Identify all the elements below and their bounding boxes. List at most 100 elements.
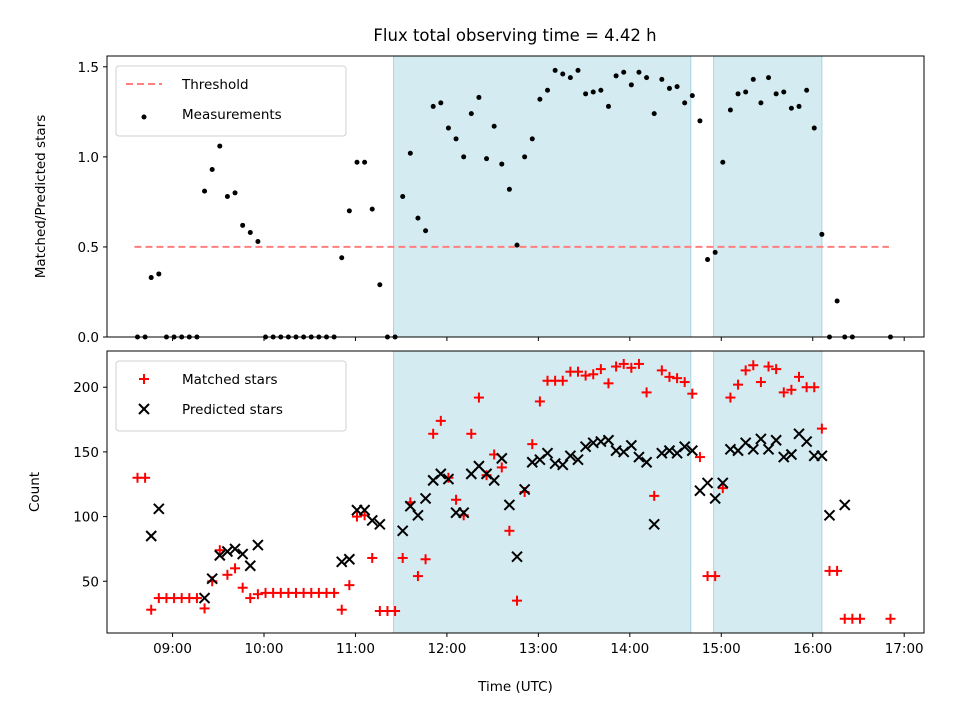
data-point-stroke bbox=[488, 474, 500, 487]
data-point bbox=[537, 96, 543, 102]
data-point bbox=[579, 441, 592, 453]
legend-label: Predicted stars bbox=[182, 402, 283, 418]
data-point bbox=[199, 603, 210, 614]
data-point bbox=[733, 379, 744, 390]
data-point-stroke bbox=[343, 553, 356, 565]
data-point bbox=[453, 136, 459, 142]
data-point bbox=[778, 451, 790, 463]
data-point bbox=[247, 230, 253, 236]
data-point bbox=[682, 100, 688, 106]
x-tick-label: 15:00 bbox=[702, 641, 741, 657]
data-point bbox=[351, 511, 362, 522]
data-point bbox=[766, 75, 772, 81]
data-point bbox=[527, 439, 538, 450]
data-point-stroke bbox=[564, 450, 577, 462]
data-point-stroke bbox=[717, 477, 729, 489]
data-point-stroke bbox=[625, 439, 638, 452]
data-point bbox=[633, 358, 644, 369]
data-point bbox=[770, 434, 782, 446]
data-point bbox=[705, 257, 711, 263]
data-point bbox=[678, 441, 691, 453]
data-point bbox=[656, 365, 667, 376]
x-tick-label: 13:00 bbox=[519, 641, 558, 657]
data-point-stroke bbox=[496, 452, 508, 465]
data-point bbox=[666, 85, 672, 91]
data-point bbox=[428, 428, 439, 439]
data-point bbox=[557, 375, 568, 386]
data-point-stroke bbox=[374, 518, 386, 531]
x-tick-label: 10:00 bbox=[245, 641, 284, 657]
data-point bbox=[740, 365, 751, 376]
data-point bbox=[697, 118, 703, 124]
legend-box bbox=[115, 360, 347, 432]
data-point-stroke bbox=[823, 509, 836, 521]
data-point bbox=[743, 89, 749, 95]
data-point bbox=[423, 228, 429, 234]
data-point-stroke bbox=[709, 492, 721, 505]
data-point bbox=[659, 76, 665, 82]
data-point bbox=[191, 593, 202, 604]
data-point bbox=[611, 361, 622, 372]
data-point-stroke bbox=[640, 456, 653, 468]
data-point bbox=[461, 154, 467, 160]
data-point-stroke bbox=[541, 447, 554, 459]
data-point-stroke bbox=[778, 451, 790, 463]
data-point bbox=[763, 361, 774, 372]
data-point-stroke bbox=[419, 492, 432, 505]
data-point bbox=[339, 255, 345, 261]
data-point bbox=[625, 439, 638, 452]
data-point-stroke bbox=[511, 550, 523, 563]
shaded-interval bbox=[393, 350, 692, 634]
data-point bbox=[252, 589, 263, 600]
data-point bbox=[412, 509, 424, 521]
data-point bbox=[214, 549, 226, 562]
data-point bbox=[613, 73, 619, 79]
data-point bbox=[514, 242, 520, 248]
data-point bbox=[518, 483, 531, 496]
data-point-stroke bbox=[396, 525, 409, 537]
data-point bbox=[512, 595, 523, 606]
data-point bbox=[362, 159, 368, 165]
data-point bbox=[420, 554, 431, 565]
axes-frame bbox=[106, 350, 925, 634]
data-point-stroke bbox=[198, 592, 211, 604]
data-point bbox=[720, 159, 726, 165]
y-axis-label: Matched/Predicted stars bbox=[33, 115, 49, 278]
series-predicted bbox=[145, 428, 851, 604]
data-point bbox=[329, 587, 340, 598]
data-point-stroke bbox=[252, 539, 264, 551]
data-point bbox=[651, 111, 657, 117]
data-point bbox=[484, 156, 490, 162]
data-point bbox=[674, 84, 680, 90]
data-point bbox=[575, 67, 581, 73]
data-point bbox=[336, 556, 348, 568]
data-point bbox=[397, 552, 408, 563]
data-point bbox=[816, 450, 828, 462]
data-point bbox=[567, 75, 573, 81]
data-point bbox=[466, 428, 477, 439]
y-tick-label: 1.5 bbox=[78, 60, 99, 76]
y-tick-label: 100 bbox=[73, 510, 99, 526]
data-point bbox=[755, 377, 766, 388]
data-point bbox=[626, 362, 637, 373]
data-point bbox=[221, 545, 234, 558]
data-point bbox=[438, 100, 444, 106]
panel-ratio: 0.0 0.5 1.0 1.5 Matched/Predicted stars Thres… bbox=[33, 55, 925, 346]
data-point bbox=[496, 462, 507, 473]
data-point bbox=[816, 423, 827, 434]
data-point bbox=[430, 103, 436, 109]
data-point-stroke bbox=[412, 509, 424, 521]
data-point-stroke bbox=[839, 499, 851, 511]
data-point bbox=[785, 448, 798, 461]
data-point bbox=[762, 443, 775, 456]
data-point-stroke bbox=[457, 506, 470, 519]
data-point bbox=[499, 161, 505, 167]
data-point bbox=[236, 548, 249, 560]
shaded-interval bbox=[713, 55, 823, 338]
data-point bbox=[771, 364, 782, 375]
data-point bbox=[214, 545, 225, 556]
data-point bbox=[725, 392, 736, 403]
data-point bbox=[773, 91, 779, 97]
data-point bbox=[572, 366, 583, 377]
data-point bbox=[819, 231, 825, 237]
